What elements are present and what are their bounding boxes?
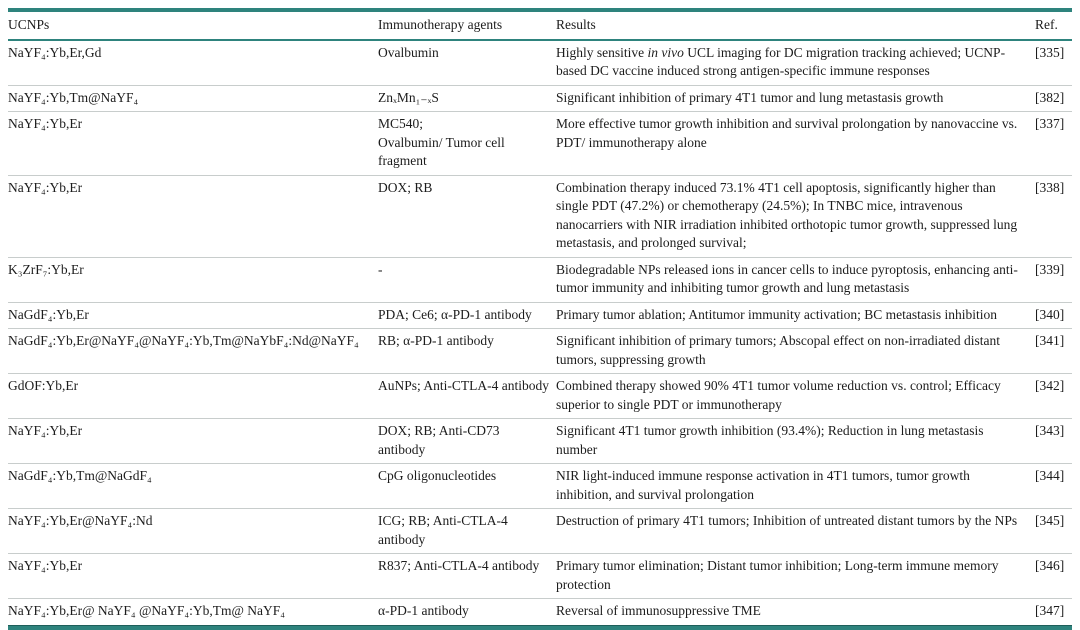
table-row: NaGdF₄:Yb,Er@NaYF₄@NaYF₄:Yb,Tm@NaYbF₄:Nd… xyxy=(8,329,1072,374)
results-cell: Significant inhibition of primary 4T1 tu… xyxy=(556,89,944,105)
ucnp-cell: NaYF₄:Yb,Er xyxy=(8,179,83,195)
results-cell: Primary tumor elimination; Distant tumor… xyxy=(556,558,999,592)
table-row: NaYF₄:Yb,Er DOX; RB Combination therapy in… xyxy=(8,176,1072,258)
table-row: K₃ZrF₇:Yb,Er - Biodegradable NPs released … xyxy=(8,258,1072,303)
table-row: NaYF₄:Yb,Er@NaYF₄:Nd ICG; RB; Anti-CTLA-4… xyxy=(8,509,1072,554)
ucnp-immunotherapy-table: UCNPs Immunotherapy agents Results Ref. … xyxy=(8,8,1072,630)
results-cell: Biodegradable NPs released ions in cance… xyxy=(556,261,1018,296)
ucnp-cell: NaGdF₄:Yb,Er@NaYF₄@NaYF₄:Yb,Tm@NaYbF₄:Nd… xyxy=(8,333,359,348)
results-text-italic: in vivo xyxy=(647,44,684,60)
results-text: Highly sensitive xyxy=(556,44,648,60)
column-header-immunotherapy-agents: Immunotherapy agents xyxy=(378,17,503,32)
table-top-rule xyxy=(8,8,1072,12)
table-row: NaGdF₄:Yb,Tm@NaGdF₄ CpG oligonucleotides N… xyxy=(8,464,1072,509)
table-row: NaGdF₄:Yb,Er PDA; Ce6; α-PD-1 antibody Pri… xyxy=(8,303,1072,329)
immunotherapy-agents-cell: PDA; Ce6; α-PD-1 antibody xyxy=(378,306,532,322)
immunotherapy-agents-cell: Ovalbumin xyxy=(378,44,439,60)
reference-cell: [340] xyxy=(1035,306,1065,322)
immunotherapy-agents-cell: CpG oligonucleotides xyxy=(378,468,497,483)
results-cell: Combination therapy induced 73.1% 4T1 ce… xyxy=(556,179,1018,251)
reference-cell: [337] xyxy=(1035,116,1065,131)
ucnp-cell: GdOF:Yb,Er xyxy=(8,378,79,393)
reference-cell: [335] xyxy=(1035,44,1065,60)
table-row: NaYF₄:Yb,Er R837; Anti-CTLA-4 antibody Pri… xyxy=(8,554,1072,599)
reference-cell: [347] xyxy=(1035,603,1065,618)
results-cell: Highly sensitive in vivo UCL imaging for… xyxy=(556,41,1029,85)
results-cell: Destruction of primary 4T1 tumors; Inhib… xyxy=(556,513,1018,528)
reference-cell: [344] xyxy=(1035,468,1065,483)
reference-cell: [341] xyxy=(1035,333,1065,348)
results-cell: Combined therapy showed 90% 4T1 tumor vo… xyxy=(556,378,1001,412)
table-row: NaYF₄:Yb,Er@ NaYF₄ @NaYF₄:Yb,Tm@ NaYF₄ α-… xyxy=(8,599,1072,625)
table-row: NaYF₄:Yb,Er DOX; RB; Anti-CD73 antibody Si… xyxy=(8,419,1072,464)
ucnp-cell: NaYF₄:Yb,Tm@NaYF₄ xyxy=(8,89,139,105)
ucnp-cell: NaGdF₄:Yb,Tm@NaGdF₄ xyxy=(8,468,152,483)
table-bottom-rule xyxy=(8,624,1072,630)
reference-cell: [382] xyxy=(1035,89,1065,105)
results-text: UCL imaging for DC migration tracking ac… xyxy=(556,44,1006,79)
immunotherapy-agents-cell: AuNPs; Anti-CTLA-4 antibody xyxy=(378,378,549,393)
immunotherapy-agents-cell: α-PD-1 antibody xyxy=(378,603,469,618)
reference-cell: [345] xyxy=(1035,513,1065,528)
reference-cell: [346] xyxy=(1035,558,1065,573)
reference-cell: [342] xyxy=(1035,378,1065,393)
column-header-ref: Ref. xyxy=(1035,17,1058,32)
ucnp-cell: NaYF₄:Yb,Er@ NaYF₄ @NaYF₄:Yb,Tm@ NaYF₄ xyxy=(8,603,285,618)
results-cell: Primary tumor ablation; Antitumor immuni… xyxy=(556,306,997,322)
immunotherapy-agents-cell: ICG; RB; Anti-CTLA-4 antibody xyxy=(378,513,508,547)
column-header-results: Results xyxy=(556,17,596,32)
table-row: NaYF₄:Yb,Er,Gd Ovalbumin Highly sensitive … xyxy=(8,41,1072,86)
immunotherapy-agents-cell: ZnₓMn₁₋ₓS xyxy=(378,89,439,105)
table-row: NaYF₄:Yb,Er MC540; Ovalbumin/ Tumor cell … xyxy=(8,112,1072,176)
ucnp-cell: K₃ZrF₇:Yb,Er xyxy=(8,261,84,277)
immunotherapy-agents-cell: DOX; RB xyxy=(378,179,433,195)
immunotherapy-agents-cell: R837; Anti-CTLA-4 antibody xyxy=(378,558,540,573)
results-cell: More effective tumor growth inhibition a… xyxy=(556,116,1018,150)
ucnp-cell: NaYF₄:Yb,Er xyxy=(8,423,83,438)
table-header-row: UCNPs Immunotherapy agents Results Ref. xyxy=(8,12,1072,41)
ucnp-cell: NaYF₄:Yb,Er xyxy=(8,558,83,573)
results-cell: Significant inhibition of primary tumors… xyxy=(556,333,1001,367)
immunotherapy-agents-cell: MC540; Ovalbumin/ Tumor cell fragment xyxy=(378,116,505,168)
ucnp-cell: NaYF₄:Yb,Er xyxy=(8,116,83,131)
table-row: GdOF:Yb,Er AuNPs; Anti-CTLA-4 antibody Com… xyxy=(8,374,1072,419)
reference-cell: [338] xyxy=(1035,179,1065,195)
table-body: NaYF₄:Yb,Er,Gd Ovalbumin Highly sensitive … xyxy=(8,41,1072,625)
ucnp-cell: NaGdF₄:Yb,Er xyxy=(8,306,89,322)
results-cell: Significant 4T1 tumor growth inhibition … xyxy=(556,423,984,457)
table-row: NaYF₄:Yb,Tm@NaYF₄ ZnₓMn₁₋ₓS Significant in… xyxy=(8,86,1072,112)
immunotherapy-agents-cell: RB; α-PD-1 antibody xyxy=(378,333,494,348)
reference-cell: [343] xyxy=(1035,423,1065,438)
ucnp-cell: NaYF₄:Yb,Er,Gd xyxy=(8,44,102,60)
immunotherapy-agents-cell: DOX; RB; Anti-CD73 antibody xyxy=(378,423,500,457)
reference-cell: [339] xyxy=(1035,261,1065,277)
results-cell: Reversal of immunosuppressive TME xyxy=(556,603,761,618)
column-header-ucnps: UCNPs xyxy=(8,17,50,32)
results-cell: NIR light-induced immune response activa… xyxy=(556,468,970,502)
immunotherapy-agents-cell: - xyxy=(378,261,383,277)
ucnp-cell: NaYF₄:Yb,Er@NaYF₄:Nd xyxy=(8,513,153,528)
